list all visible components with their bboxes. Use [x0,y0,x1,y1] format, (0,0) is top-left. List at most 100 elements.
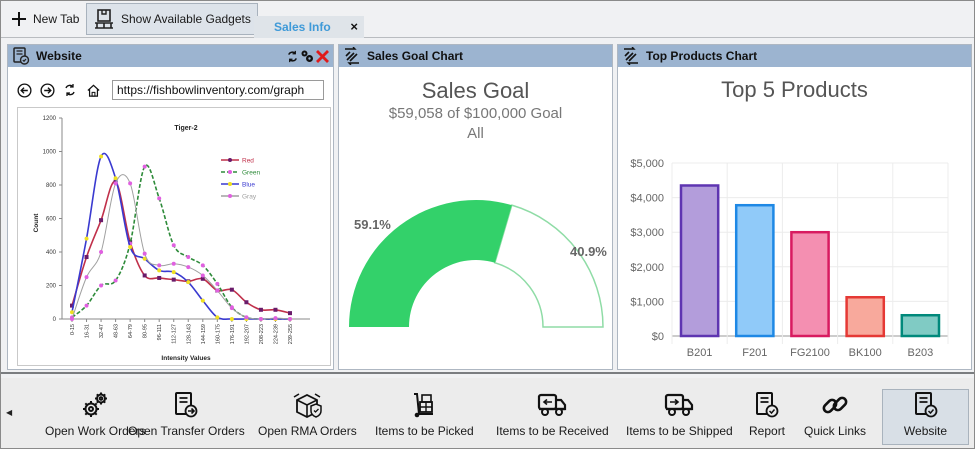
link-icon [821,390,849,420]
top-products-panel-header[interactable]: Top Products Chart [618,45,971,67]
sales-goal-panel: Sales Goal Chart Sales Goal $59,058 of $… [338,44,613,370]
transfer-document-icon [173,390,199,420]
scroll-left-arrow[interactable]: ◀ [6,408,13,417]
svg-text:Intensity Values: Intensity Values [161,355,211,362]
svg-text:208-223: 208-223 [259,324,265,344]
sales-goal-subtitle: $59,058 of $100,000 Goal [388,105,563,122]
items-to-be-shipped-button[interactable]: Items to be Shipped [626,390,733,446]
svg-text:800: 800 [46,183,57,189]
svg-text:Count: Count [33,213,40,233]
website-icon [913,390,939,420]
open-rma-orders-label: Open RMA Orders [258,424,357,438]
svg-text:Gray: Gray [242,194,257,201]
intensity-line-chart: 0 200 400 600 800 1000 1200 0-15 16-31 32-47 48-63… [33,116,310,362]
hand-truck-icon [410,390,438,420]
bar-BK100 [845,295,886,338]
forward-icon[interactable] [39,82,55,98]
top-products-panel-title: Top Products Chart [646,49,758,63]
open-work-orders-button[interactable]: Open Work Orders [45,390,145,446]
show-gadgets-label: Show Available Gadgets [121,12,251,26]
svg-text:128-143: 128-143 [186,324,192,344]
report-icon [754,390,780,420]
close-icon[interactable] [315,49,330,64]
website-panel-header[interactable]: Website [8,45,333,67]
new-tab-button[interactable]: New Tab [5,3,85,35]
open-rma-orders-button[interactable]: Open RMA Orders [258,390,357,446]
website-panel-title: Website [36,49,82,63]
open-transfer-orders-label: Open Transfer Orders [128,424,245,438]
items-to-be-shipped-label: Items to be Shipped [626,424,733,438]
svg-text:400: 400 [46,250,57,256]
top-toolbar: New Tab Show Available Gadgets Sales Inf… [1,1,974,38]
truck-ship-icon [664,390,694,420]
svg-text:176-191: 176-191 [230,324,236,344]
svg-text:192-207: 192-207 [244,324,250,344]
url-input[interactable] [112,80,324,100]
website-label: Website [903,424,948,438]
bar-B203 [900,313,941,338]
tab-sales-info[interactable]: Sales Info × [254,16,364,38]
new-tab-label: New Tab [33,12,80,26]
quick-links-button[interactable]: Quick Links [804,390,866,446]
svg-text:B201: B201 [687,347,713,359]
svg-text:64-79: 64-79 [128,324,134,338]
svg-text:$2,000: $2,000 [630,262,664,274]
svg-text:$5,000: $5,000 [630,158,664,170]
settings-icon[interactable] [300,49,314,63]
tab-close-icon[interactable]: × [350,19,358,34]
refresh-icon[interactable] [286,50,299,63]
bar-F201 [734,203,775,338]
report-label: Report [749,424,786,438]
tab-label: Sales Info [274,20,331,34]
top-products-title: Top 5 Products [721,77,868,102]
svg-text:$0: $0 [652,331,664,343]
svg-text:B203: B203 [908,347,934,359]
items-to-be-picked-button[interactable]: Items to be Picked [375,390,474,446]
website-icon [13,47,30,65]
sales-goal-filter: All [467,125,484,142]
svg-text:48-63: 48-63 [114,324,120,338]
achieved-percent-label: 59.1% [354,217,391,232]
quick-links-label: Quick Links [804,424,867,438]
svg-text:239-255: 239-255 [288,324,294,344]
open-transfer-orders-button[interactable]: Open Transfer Orders [128,390,245,446]
svg-text:FG2100: FG2100 [790,347,830,359]
svg-text:112-127: 112-127 [172,324,178,344]
top-products-bar-chart: $0 $1,000 $2,000 $3,000 $4,000 $5,000 B201 F201… [630,158,949,359]
sales-goal-title: Sales Goal [421,78,530,103]
svg-text:$3,000: $3,000 [630,227,664,239]
open-work-orders-label: Open Work Orders [45,424,146,438]
show-gadgets-button[interactable]: Show Available Gadgets [86,3,258,35]
chart-sort-icon [345,47,359,65]
browser-toolbar [16,79,325,101]
back-icon[interactable] [16,82,32,98]
svg-text:Green: Green [242,170,260,177]
items-to-be-picked-label: Items to be Picked [375,424,474,438]
truck-receive-icon [537,390,567,420]
home-icon[interactable] [85,82,101,98]
reload-icon[interactable] [62,82,78,98]
svg-text:80-95: 80-95 [143,324,149,338]
sales-goal-gauge [349,200,604,328]
svg-text:Blue: Blue [242,182,255,189]
items-to-be-received-label: Items to be Received [496,424,609,438]
website-button[interactable]: Website [882,389,969,445]
gears-icon [80,390,110,420]
report-button[interactable]: Report [749,390,785,446]
svg-text:Red: Red [242,158,254,165]
svg-text:0-15: 0-15 [70,324,76,335]
rma-box-icon [292,390,323,420]
svg-text:$4,000: $4,000 [630,193,664,205]
top-products-panel: Top Products Chart Top 5 Products $0 $1,0… [617,44,972,370]
web-content-frame: 0 200 400 600 800 1000 1200 0-15 16-31 32-47 48-63… [17,107,331,366]
bar-B201 [679,184,720,338]
svg-text:160-175: 160-175 [215,324,221,344]
svg-text:$1,000: $1,000 [630,296,664,308]
items-to-be-received-button[interactable]: Items to be Received [496,390,609,446]
chart-sort-icon [624,47,638,65]
sales-goal-panel-header[interactable]: Sales Goal Chart [339,45,612,67]
svg-text:0: 0 [53,317,57,323]
pallet-box-icon [95,9,113,29]
svg-text:96-111: 96-111 [157,324,163,340]
